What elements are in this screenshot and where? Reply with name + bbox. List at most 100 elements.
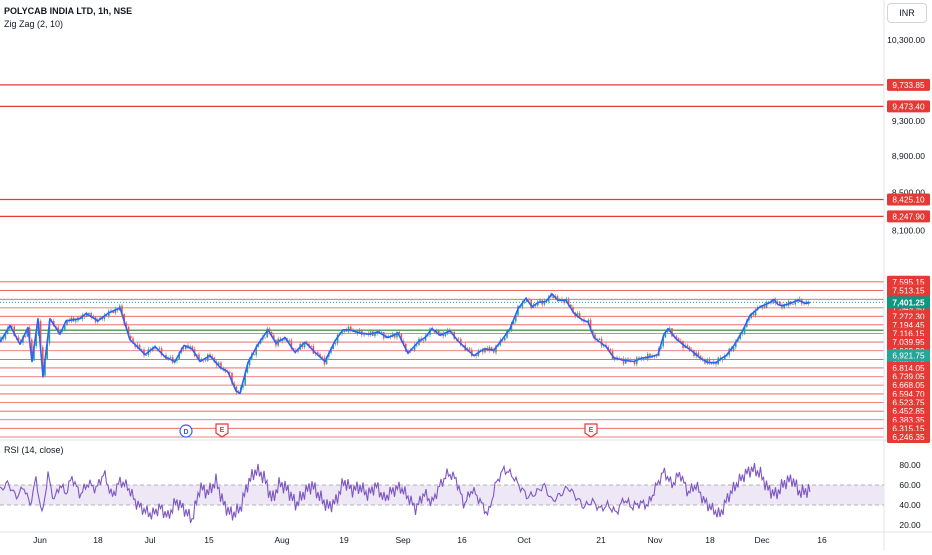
candle-body	[248, 358, 251, 366]
candle-body	[9, 325, 11, 329]
rsi-panel-layer: 80.00 60.00 40.00 20.00	[0, 460, 921, 530]
candle-body	[451, 331, 453, 333]
candle-body	[160, 348, 163, 355]
price-level-tag-text: 8,425.10	[892, 194, 925, 204]
candle-body	[607, 346, 609, 350]
dividend-marker[interactable]: D	[179, 424, 193, 438]
candle-body	[686, 345, 689, 347]
candle-body	[154, 347, 156, 349]
candle-body	[798, 298, 801, 302]
candle-body	[743, 326, 746, 334]
candle-body	[768, 301, 770, 303]
price-level-tag-text: 7,272.30	[892, 311, 925, 321]
candle-body	[83, 314, 86, 318]
highlight-price-tag: 6,921.75	[887, 349, 930, 362]
price-level-tag-bg	[887, 210, 930, 223]
candle-body	[638, 357, 640, 360]
candle-body	[627, 358, 629, 361]
time-tick-label: 19	[339, 535, 349, 545]
candle-body	[64, 325, 66, 330]
rsi-indicator-label[interactable]: RSI (14, close)	[4, 445, 64, 455]
candle-body	[310, 346, 312, 347]
candle-body	[589, 319, 592, 331]
candle-body	[407, 350, 409, 352]
price-tick-label: 8,100.00	[892, 226, 925, 236]
earnings-marker-jul[interactable]: E	[215, 423, 229, 438]
candle-body	[691, 349, 693, 351]
price-level-tag-text: 6,383.35	[892, 415, 925, 425]
candle-body	[649, 353, 651, 358]
earnings-marker-oct[interactable]: E	[584, 423, 598, 438]
price-level-tag-text: 6,523.75	[892, 398, 925, 408]
candle-body	[132, 338, 134, 344]
price-level-tag: 8,247.90	[887, 210, 930, 223]
candle-body	[482, 350, 484, 353]
price-level-tag-text: 6,739.05	[892, 372, 925, 382]
candle-body	[176, 359, 178, 361]
candle-body	[783, 304, 785, 308]
price-level-tag-text: 6,594.70	[892, 389, 925, 399]
candle-body	[724, 355, 726, 360]
price-tick-label: 9,300.00	[892, 116, 925, 126]
price-level-tag-text: 6,315.15	[892, 423, 925, 433]
candle-body	[42, 347, 44, 376]
candle-body	[235, 386, 238, 393]
price-level-tag-text: 6,452.85	[892, 406, 925, 416]
candle-body	[288, 340, 290, 342]
candle-body	[281, 339, 284, 341]
candle-body	[594, 334, 596, 340]
candle-body	[457, 338, 460, 340]
candle-body	[374, 333, 376, 336]
candle-body	[336, 334, 339, 344]
candle-body	[17, 337, 20, 341]
candle-body	[779, 301, 781, 305]
candle-body	[231, 372, 233, 384]
candle-body	[772, 299, 774, 304]
price-levels-layer	[0, 84, 884, 438]
candle-body	[33, 346, 35, 361]
candle-body	[86, 313, 88, 318]
candle-body	[620, 358, 623, 360]
zigzag-indicator-label[interactable]: Zig Zag (2, 10)	[4, 19, 64, 29]
candle-body	[664, 332, 667, 338]
earnings-marker-jul-shape	[215, 423, 229, 438]
candle-body	[11, 325, 13, 327]
candle-body	[138, 344, 141, 350]
last-price-tag: 7,401.25	[887, 296, 930, 309]
candle-body	[387, 335, 389, 337]
candle-body	[776, 301, 779, 304]
candle-body	[708, 359, 711, 363]
price-level-tag-text: 9,473.40	[892, 101, 925, 111]
time-tick-label: Jun	[33, 535, 47, 545]
price-tick-label: 10,300.00	[887, 35, 925, 45]
price-level-tag-text: 9,733.85	[892, 80, 925, 90]
candle-body	[158, 348, 161, 350]
candle-body	[246, 365, 249, 373]
candle-body	[523, 301, 526, 303]
candle-body	[143, 349, 145, 356]
symbol-title[interactable]: POLYCAB INDIA LTD, 1h, NSE	[4, 6, 133, 16]
rsi-tick-label: 80.00	[899, 460, 921, 470]
price-level-tag-text: 6,668.05	[892, 380, 925, 390]
candle-body	[26, 327, 29, 337]
candle-body	[424, 335, 427, 341]
price-level-tag: 6,246.35	[887, 431, 930, 443]
candle-body	[515, 315, 517, 322]
price-level-tag-text: 6,814.05	[892, 363, 925, 373]
candle-body	[675, 336, 678, 339]
candle-body	[13, 326, 15, 337]
candle-body	[253, 354, 255, 355]
candle-body	[6, 328, 9, 334]
rsi-tick-label: 60.00	[899, 480, 921, 490]
candle-body	[666, 329, 669, 333]
candle-body	[651, 356, 653, 358]
candle-body	[319, 354, 321, 357]
candle-body	[220, 362, 222, 370]
candle-body	[185, 345, 187, 350]
candle-body	[534, 305, 537, 306]
currency-selector[interactable]: INR	[887, 3, 927, 23]
candle-body	[244, 372, 246, 385]
